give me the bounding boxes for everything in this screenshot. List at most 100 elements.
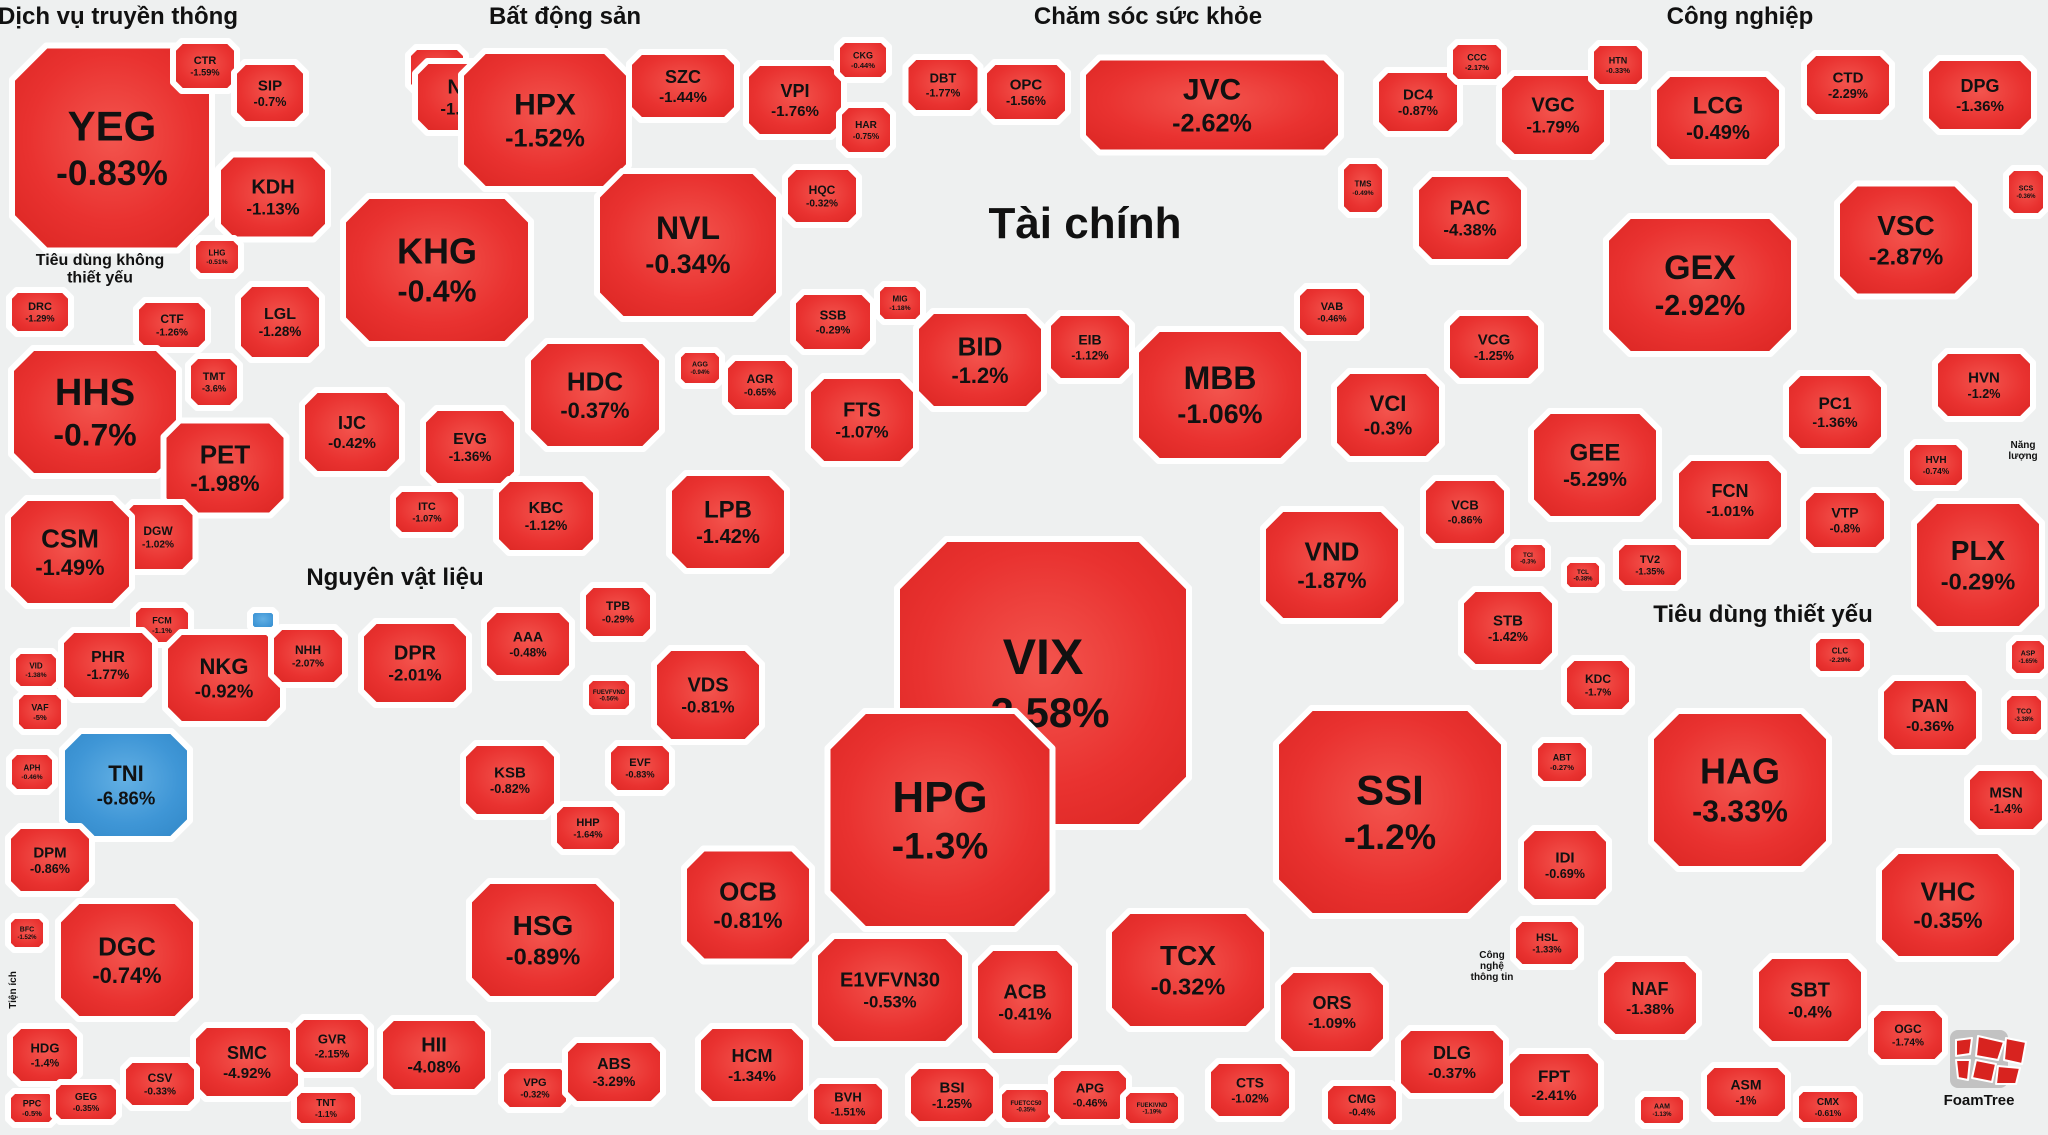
- cell-CLC[interactable]: CLC-2.29%: [1810, 633, 1870, 677]
- CTD-tile[interactable]: [1801, 50, 1895, 120]
- cell-HVN[interactable]: HVN-1.2%: [1932, 348, 2036, 422]
- cell-DC4[interactable]: DC4-0.87%: [1373, 67, 1463, 137]
- cell-CMX[interactable]: CMX-0.61%: [1793, 1086, 1863, 1128]
- cell-GEG[interactable]: GEG-0.35%: [50, 1079, 122, 1125]
- FUEVFVND-tile[interactable]: [583, 675, 635, 715]
- SCS-tile[interactable]: [2003, 165, 2048, 219]
- cell-PC1[interactable]: PC1 -1.36%: [1783, 370, 1887, 454]
- cell-BVH[interactable]: BVH-1.51%: [808, 1078, 888, 1130]
- CKG-tile[interactable]: [834, 37, 892, 83]
- CLC-tile[interactable]: [1810, 633, 1870, 677]
- HAG-tile[interactable]: [1648, 708, 1832, 872]
- KDH-tile[interactable]: [215, 151, 331, 243]
- TCO-tile[interactable]: [2001, 690, 2047, 740]
- cell-AAA[interactable]: AAA -0.48%: [481, 607, 575, 681]
- cell-ABS[interactable]: ABS-3.29%: [562, 1037, 666, 1107]
- PC1-tile[interactable]: [1783, 370, 1887, 454]
- VCI-tile[interactable]: [1331, 368, 1445, 462]
- cell-TCL[interactable]: TCL-0.38%: [1561, 557, 1605, 593]
- cell-SIP[interactable]: SIP-0.7%: [231, 59, 309, 127]
- cell-SZC[interactable]: SZC -1.44%: [626, 49, 740, 123]
- cell-SCS[interactable]: SCS-0.36%: [2003, 165, 2048, 219]
- cell-TPB[interactable]: TPB -0.29%: [580, 582, 656, 642]
- cell-CMG[interactable]: CMG -0.4%: [1322, 1080, 1402, 1130]
- cell-GEX[interactable]: GEX-2.92%: [1603, 213, 1797, 357]
- cell-AGR[interactable]: AGR -0.65%: [722, 355, 798, 415]
- cell-PAC[interactable]: PAC -4.38%: [1413, 171, 1527, 265]
- HSL-tile[interactable]: [1510, 916, 1584, 970]
- cell-PLX[interactable]: PLX -0.29%: [1911, 498, 2045, 632]
- cell-EVF[interactable]: EVF-0.83%: [605, 740, 675, 796]
- cell-HDG[interactable]: HDG-1.4%: [7, 1023, 83, 1087]
- PAC-tile[interactable]: [1413, 171, 1527, 265]
- cell-KBC[interactable]: KBC-1.12%: [493, 476, 599, 556]
- cell-BFC[interactable]: BFC-1.52%: [5, 913, 49, 953]
- cell-ACB[interactable]: ACB -0.41%: [972, 945, 1078, 1059]
- VCG-tile[interactable]: [1444, 310, 1544, 384]
- cell-HSG[interactable]: HSG -0.89%: [466, 878, 620, 1002]
- VPG-tile[interactable]: [498, 1063, 572, 1113]
- DBT-tile[interactable]: [902, 54, 984, 116]
- cell-TNI[interactable]: TNI-6.86%: [59, 728, 193, 842]
- ACB-tile[interactable]: [972, 945, 1078, 1059]
- cell-LCG[interactable]: LCG-0.49%: [1651, 71, 1785, 165]
- BFC-tile[interactable]: [5, 913, 49, 953]
- OGC-tile[interactable]: [1868, 1005, 1948, 1065]
- cell-CTD[interactable]: CTD-2.29%: [1801, 50, 1895, 120]
- TV2-tile[interactable]: [1613, 539, 1687, 591]
- cell-MBB[interactable]: MBB-1.06%: [1133, 326, 1307, 464]
- BVH-tile[interactable]: [808, 1078, 888, 1130]
- cell-E1VFVN30[interactable]: E1VFVN30 -0.53%: [812, 933, 968, 1047]
- cell-TCO[interactable]: TCO-3.38%: [2001, 690, 2047, 740]
- HDG-tile[interactable]: [7, 1023, 83, 1087]
- HDC-tile[interactable]: [525, 338, 665, 452]
- cell-YEG[interactable]: YEG -0.83%: [9, 42, 215, 254]
- cell-VSC[interactable]: VSC -2.87%: [1834, 180, 1978, 300]
- DGC-tile[interactable]: [55, 898, 199, 1022]
- cell-DPR[interactable]: DPR -2.01%: [358, 618, 472, 708]
- JVC-tile[interactable]: [1080, 54, 1344, 156]
- LGL-tile[interactable]: [235, 281, 325, 363]
- cell-HPG[interactable]: HPG-1.3%: [824, 708, 1056, 932]
- cell-SBT[interactable]: SBT -0.4%: [1753, 953, 1867, 1047]
- cell-VND[interactable]: VND-1.87%: [1260, 506, 1404, 624]
- cell-NKG[interactable]: NKG-0.92%: [162, 629, 286, 727]
- NVL-tile[interactable]: [594, 168, 782, 322]
- cell-HDC[interactable]: HDC-0.37%: [525, 338, 665, 452]
- OCB-tile[interactable]: [681, 845, 815, 965]
- cell-NVL[interactable]: NVL-0.34%: [594, 168, 782, 322]
- BID-tile[interactable]: [913, 308, 1047, 412]
- LPB-tile[interactable]: [666, 470, 790, 574]
- cell-VCB[interactable]: VCB-0.86%: [1420, 475, 1510, 549]
- DC4-tile[interactable]: [1373, 67, 1463, 137]
- KBC-tile[interactable]: [493, 476, 599, 556]
- cell-DLG[interactable]: DLG -0.37%: [1395, 1025, 1509, 1099]
- TNT-tile[interactable]: [291, 1087, 361, 1129]
- HPG-tile[interactable]: [824, 708, 1056, 932]
- cell-PAN[interactable]: PAN -0.36%: [1878, 675, 1982, 755]
- cell-SSB[interactable]: SSB-0.29%: [790, 289, 876, 355]
- TCI-tile[interactable]: [1505, 539, 1551, 577]
- FPT-tile[interactable]: [1504, 1048, 1604, 1122]
- ABT-tile[interactable]: [1532, 737, 1592, 787]
- STB-tile[interactable]: [1458, 586, 1558, 670]
- cell-SSI[interactable]: SSI -1.2%: [1273, 705, 1507, 919]
- CMG-tile[interactable]: [1322, 1080, 1402, 1130]
- cell-LPB[interactable]: LPB-1.42%: [666, 470, 790, 574]
- GEG-tile[interactable]: [50, 1079, 122, 1125]
- cell-VAF[interactable]: VAF-5%: [13, 689, 67, 735]
- ITC-tile[interactable]: [390, 486, 464, 538]
- cell-TMT[interactable]: TMT-3.6%: [185, 353, 243, 411]
- VSC-tile[interactable]: [1834, 180, 1978, 300]
- LHG-tile[interactable]: [190, 235, 244, 279]
- cell-CSM[interactable]: CSM-1.49%: [5, 495, 135, 609]
- cell-EIB[interactable]: EIB -1.12%: [1045, 310, 1135, 384]
- cell-BID[interactable]: BID-1.2%: [913, 308, 1047, 412]
- cell-FUEKIVND[interactable]: FUEKIVND-1.19%: [1120, 1087, 1184, 1129]
- cell-MSN[interactable]: MSN-1.4%: [1964, 765, 2048, 835]
- CSM-tile[interactable]: [5, 495, 135, 609]
- cell-FUETCC50[interactable]: FUETCC50-0.35%: [996, 1084, 1056, 1128]
- SZC-tile[interactable]: [626, 49, 740, 123]
- cell-CSV[interactable]: CSV -0.33%: [120, 1057, 200, 1111]
- cell-KDH[interactable]: KDH -1.13%: [215, 151, 331, 243]
